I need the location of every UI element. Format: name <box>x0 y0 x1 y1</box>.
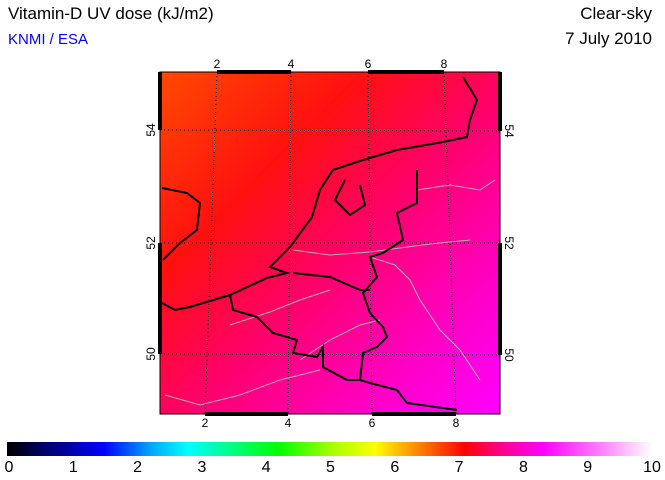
colorbar-tick-label: 5 <box>326 459 335 476</box>
colorbar-tick-label: 8 <box>518 459 528 476</box>
ijsselmeer <box>333 179 367 217</box>
colorbar-tick-label: 7 <box>454 459 464 476</box>
colorbar-tick-label: 4 <box>261 459 271 476</box>
lat-label-right: 54 <box>502 124 516 138</box>
colorbar-tick-label: 0 <box>4 459 14 476</box>
lon-label-bottom: 2 <box>202 416 209 430</box>
map: 2 4 6 8 2 4 6 8 54 52 50 54 52 50 <box>144 57 516 430</box>
lat-label-left: 54 <box>144 123 158 137</box>
lat-label-right: 52 <box>502 236 516 250</box>
lon-label-top: 6 <box>365 57 372 71</box>
colorbar-tick-label: 3 <box>197 459 207 476</box>
lat-label-left: 50 <box>144 347 158 361</box>
frame-ticks <box>158 70 502 416</box>
be-fr-border <box>229 294 360 381</box>
map-title: Vitamin-D UV dose (kJ/m2) <box>8 4 214 23</box>
colorbar-tick-label: 10 <box>643 459 661 476</box>
source-label: KNMI / ESA <box>8 31 89 48</box>
colorbar-tick-label: 9 <box>583 459 593 476</box>
lon-label-top: 2 <box>214 57 221 71</box>
graticule <box>159 71 501 415</box>
lon-label-bottom: 6 <box>369 416 376 430</box>
lon-label-bottom: 8 <box>453 416 460 430</box>
colorbar <box>7 442 652 456</box>
england-coast <box>161 187 202 261</box>
colorbar-tick-label: 6 <box>390 459 400 476</box>
be-nl-border <box>292 272 370 291</box>
lat-label-left: 52 <box>144 236 158 250</box>
colorbar-tick-label: 2 <box>133 459 143 476</box>
colorbar-tick-label: 1 <box>68 459 78 476</box>
date-label: 7 July 2010 <box>565 29 652 48</box>
nl-de-border <box>358 170 458 411</box>
river-lines <box>164 179 496 406</box>
condition-label: Clear-sky <box>580 4 652 23</box>
lon-label-bottom: 4 <box>285 416 292 430</box>
coastlines-and-borders <box>161 76 479 411</box>
lon-label-top: 4 <box>288 57 295 71</box>
lat-label-right: 50 <box>502 348 516 362</box>
lon-label-top: 8 <box>441 57 448 71</box>
